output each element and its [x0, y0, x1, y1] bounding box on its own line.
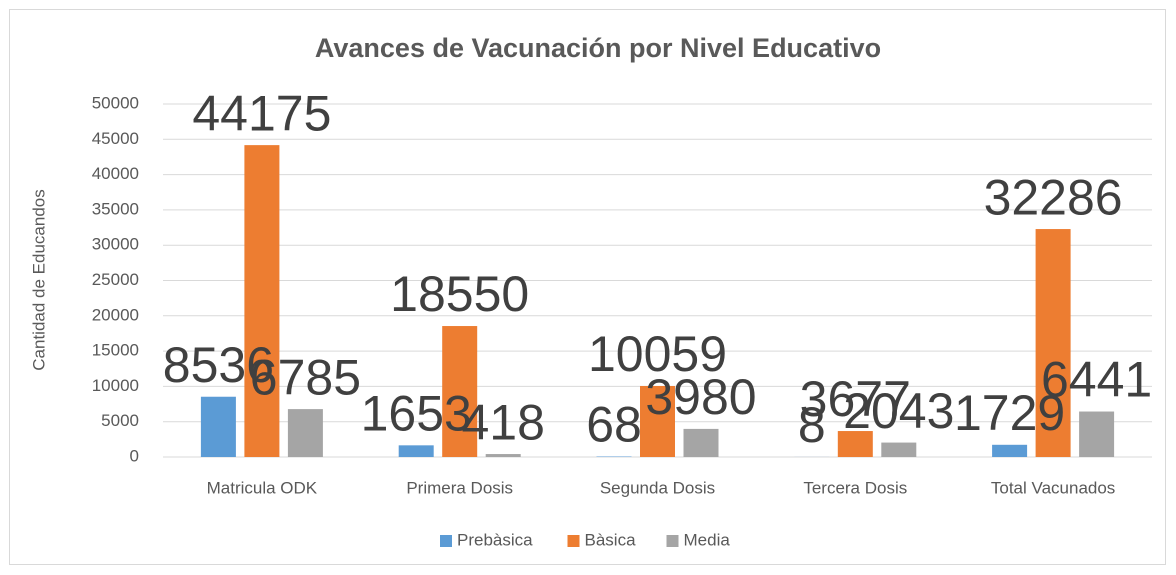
bar — [640, 385, 675, 457]
y-tick-label: 30000 — [92, 235, 139, 254]
y-tick-label: 10000 — [92, 376, 139, 395]
data-label: 44175 — [192, 85, 331, 141]
legend-label: Prebàsica — [457, 530, 533, 549]
bar — [244, 145, 280, 457]
legend-label: Media — [684, 530, 731, 549]
bar — [200, 396, 236, 457]
chart-title: Avances de Vacunación por Nivel Educativ… — [315, 33, 881, 63]
bar — [485, 454, 521, 457]
legend-swatch — [666, 535, 679, 547]
data-label: 18550 — [390, 266, 529, 322]
x-tick-label: Total Vacunados — [991, 478, 1115, 497]
x-tick-label: Tercera Dosis — [803, 478, 907, 497]
x-tick-label: Primera Dosis — [406, 478, 513, 497]
y-tick-label: 25000 — [92, 270, 139, 289]
legend-swatch — [567, 535, 580, 547]
data-label: 1653 — [361, 386, 472, 442]
x-tick-label: Segunda Dosis — [600, 478, 715, 497]
bar — [881, 442, 917, 457]
legend-label: Bàsica — [585, 530, 637, 549]
y-tick-label: 35000 — [92, 199, 139, 218]
y-tick-label: 15000 — [92, 341, 139, 360]
y-tick-label: 5000 — [101, 411, 139, 430]
y-tick-label: 0 — [130, 446, 139, 465]
bar — [398, 445, 434, 457]
data-label: 8 — [798, 397, 826, 453]
bar — [1035, 229, 1071, 457]
chart-border — [9, 9, 1166, 565]
y-axis-label: Cantidad de Educandos — [29, 189, 48, 370]
data-label: 418 — [461, 394, 544, 450]
data-label: 68 — [586, 397, 642, 453]
bar — [287, 409, 323, 457]
data-label: 3980 — [645, 369, 756, 425]
bar — [837, 431, 873, 457]
y-tick-label: 40000 — [92, 164, 139, 183]
legend-swatch — [440, 535, 452, 547]
y-tick-label: 45000 — [92, 129, 139, 148]
bar — [683, 428, 719, 457]
bar — [992, 444, 1028, 457]
y-tick-label: 20000 — [92, 305, 139, 324]
data-label: 6785 — [250, 349, 361, 405]
data-label: 10059 — [588, 326, 727, 382]
bar — [1079, 411, 1115, 457]
bar — [442, 326, 478, 457]
x-tick-label: Matricula ODK — [207, 478, 318, 497]
data-label: 32286 — [984, 169, 1123, 225]
y-tick-label: 50000 — [92, 93, 139, 112]
data-label: 2043 — [843, 383, 954, 439]
data-label: 1729 — [954, 385, 1065, 441]
data-label: 3677 — [800, 371, 911, 427]
data-label: 6441 — [1041, 352, 1152, 408]
data-label: 8536 — [163, 337, 274, 393]
